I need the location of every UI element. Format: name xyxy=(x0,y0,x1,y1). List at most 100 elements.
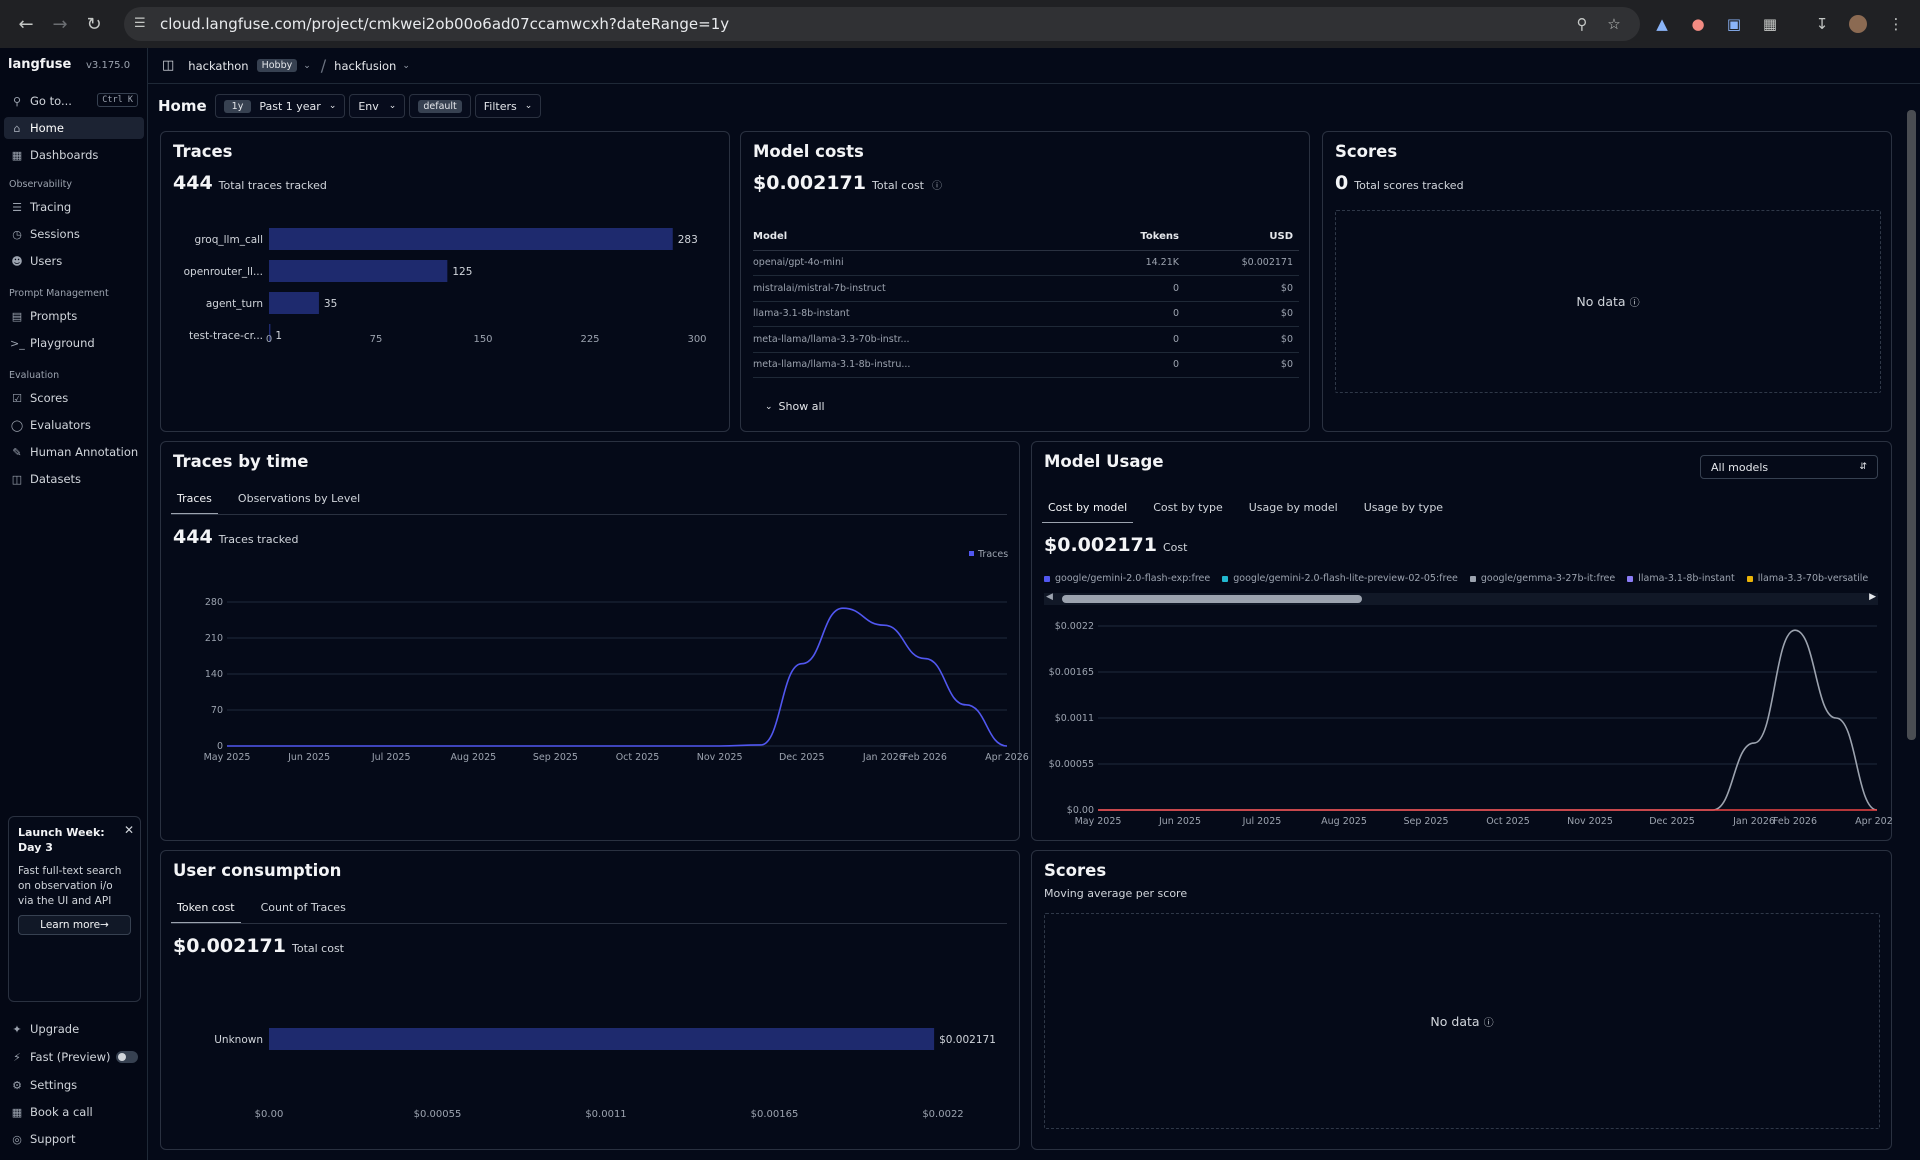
y-tick-label: $0.00165 xyxy=(1049,667,1094,678)
sidebar-item-datasets[interactable]: ◫ Datasets xyxy=(4,468,144,490)
model-select[interactable]: All models ⇵ xyxy=(1700,455,1878,479)
x-tick-label: Apr 2026 xyxy=(985,752,1029,763)
page-scrollbar[interactable] xyxy=(1907,110,1916,740)
extension-icon-1[interactable]: ▲ xyxy=(1656,15,1668,33)
scroll-left-icon[interactable]: ◀ xyxy=(1046,592,1053,602)
column-header-usd[interactable]: USD xyxy=(1179,224,1299,251)
sidebar-item-prompts[interactable]: ▤ Prompts xyxy=(4,305,144,327)
org-breadcrumb[interactable]: hackathon xyxy=(188,58,249,73)
sidebar-item-human-annotation[interactable]: ✎ Human Annotation xyxy=(4,441,144,463)
project-breadcrumb[interactable]: hackfusion xyxy=(334,58,397,73)
chrome-menu-icon[interactable]: ⋮ xyxy=(1888,15,1904,33)
zoom-icon[interactable]: ⚲ xyxy=(1576,15,1588,33)
reload-icon[interactable]: ↻ xyxy=(86,13,102,35)
x-tick-label: $0.00055 xyxy=(414,1109,462,1120)
scroll-thumb[interactable] xyxy=(1062,595,1362,603)
chevron-down-icon[interactable]: ⌄ xyxy=(402,60,410,71)
list-tree-icon: ☰ xyxy=(12,200,22,214)
column-header-model[interactable]: Model xyxy=(753,224,1059,251)
back-icon[interactable]: ← xyxy=(18,13,34,35)
bar-value: 283 xyxy=(678,234,698,246)
model-cell: openai/gpt-4o-mini xyxy=(753,250,1059,276)
sidebar-item-home[interactable]: ⌂ Home xyxy=(4,117,144,139)
legend-swatch xyxy=(969,551,974,556)
extensions-puzzle-icon[interactable]: ▦ xyxy=(1762,15,1778,33)
legend-scrollbar[interactable]: ◀ ▶ xyxy=(1044,592,1878,605)
table-row[interactable]: llama-3.1-8b-instant 0 $0 xyxy=(753,301,1299,327)
legend-item[interactable]: llama-3.3-70b-versatile xyxy=(1746,573,1868,584)
legend-item[interactable]: llama-3.1-8b-instant xyxy=(1627,573,1735,584)
section-evaluation: Evaluation xyxy=(9,370,60,381)
x-tick-label: Sep 2025 xyxy=(1403,816,1448,827)
fast-preview-toggle[interactable] xyxy=(116,1051,138,1063)
legend-item[interactable]: google/gemini-2.0-flash-exp:free xyxy=(1044,573,1210,584)
sidebar-toggle-icon[interactable]: ◫ xyxy=(162,58,175,73)
chevron-down-icon[interactable]: ⌄ xyxy=(303,60,311,71)
sidebar-item-playground[interactable]: >_ Playground xyxy=(4,332,144,354)
y-tick-label: 140 xyxy=(205,669,223,680)
sidebar-item-dashboards[interactable]: ▦ Dashboards xyxy=(4,144,144,166)
user-consumption-bar-chart: Unknown $0.002171 $0.00 $0.00055 $0.0011 $0.0… xyxy=(214,1028,996,1120)
model-costs-card: Model costs $0.002171 Total cost ⓘ Model… xyxy=(740,131,1310,432)
learn-more-button[interactable]: Learn more→ xyxy=(18,915,131,935)
tab-cost-by-model[interactable]: Cost by model xyxy=(1042,501,1134,523)
tab-observations-by-level[interactable]: Observations by Level xyxy=(237,492,361,505)
consumption-cost-label: Total cost xyxy=(291,942,344,955)
table-row[interactable]: meta-llama/llama-3.3-70b-instr... 0 $0 xyxy=(753,326,1299,353)
goto-label: Go to... xyxy=(30,94,72,108)
tab-cost-by-type[interactable]: Cost by type xyxy=(1153,501,1223,514)
model-cell: meta-llama/llama-3.1-8b-instru... xyxy=(753,352,1059,378)
info-icon[interactable]: ⓘ xyxy=(1629,298,1640,309)
site-info-icon[interactable]: ☰ xyxy=(134,16,146,31)
goto-search[interactable]: ⚲ Go to... Ctrl K xyxy=(4,90,144,112)
sidebar-item-upgrade[interactable]: ✦ Upgrade xyxy=(4,1018,144,1040)
date-range-select[interactable]: 1y Past 1 year ⌄ xyxy=(214,94,346,118)
sidebar-item-book-call[interactable]: ▦ Book a call xyxy=(4,1101,144,1123)
sidebar-item-fast-preview[interactable]: ⚡ Fast (Preview) xyxy=(4,1046,144,1068)
profile-avatar-icon[interactable] xyxy=(1848,14,1868,34)
info-icon[interactable]: ⓘ xyxy=(1483,1017,1494,1029)
tab-usage-by-model[interactable]: Usage by model xyxy=(1248,501,1338,514)
table-row[interactable]: meta-llama/llama-3.1-8b-instru... 0 $0 xyxy=(753,352,1299,378)
address-bar[interactable]: ☰ cloud.langfuse.com/project/cmkwei2ob00… xyxy=(124,7,1640,41)
translate-icon[interactable]: ▣ xyxy=(1726,15,1742,33)
forward-icon[interactable]: → xyxy=(52,13,68,35)
x-tick-label: Jan 2026 xyxy=(862,752,905,763)
tab-traces[interactable]: Traces xyxy=(171,492,218,514)
legend-item[interactable]: google/gemini-2.0-flash-lite-preview-02-… xyxy=(1222,573,1458,584)
info-icon[interactable]: ⓘ xyxy=(932,181,942,192)
x-tick-label: 0 xyxy=(266,334,272,342)
sidebar-item-settings[interactable]: ⚙ Settings xyxy=(4,1074,144,1096)
database-icon: ◫ xyxy=(11,472,23,486)
legend-item[interactable]: google/gemma-3-27b-it:free xyxy=(1469,573,1615,584)
langfuse-logo[interactable]: langfuse xyxy=(8,57,72,72)
env-default-chip[interactable]: default xyxy=(409,94,471,118)
column-header-tokens[interactable]: Tokens xyxy=(1059,224,1179,251)
bookmark-star-icon[interactable]: ☆ xyxy=(1607,15,1621,33)
tab-count-of-traces[interactable]: Count of Traces xyxy=(260,901,346,914)
table-row[interactable]: mistralai/mistral-7b-instruct 0 $0 xyxy=(753,275,1299,302)
sidebar-item-support[interactable]: ◎ Support xyxy=(4,1128,144,1150)
no-data-box: No data ⓘ xyxy=(1335,210,1881,393)
filters-button[interactable]: Filters ⌄ xyxy=(474,94,542,118)
fast-preview-label: Fast (Preview) xyxy=(30,1050,111,1064)
sidebar-item-evaluators[interactable]: ◯ Evaluators xyxy=(4,414,144,436)
download-icon[interactable]: ↧ xyxy=(1815,15,1829,33)
sidebar-item-users[interactable]: ☻ Users xyxy=(4,250,144,272)
scroll-right-icon[interactable]: ▶ xyxy=(1869,592,1876,602)
table-row[interactable]: openai/gpt-4o-mini 14.21K $0.002171 xyxy=(753,250,1299,276)
users-label: Users xyxy=(30,254,63,268)
no-data-label: No data xyxy=(1430,1013,1480,1029)
sidebar-item-tracing[interactable]: ☰ Tracing xyxy=(4,196,144,218)
extension-icon-2[interactable]: ● xyxy=(1691,15,1705,33)
close-icon[interactable]: ✕ xyxy=(123,823,134,837)
sidebar-item-scores[interactable]: ☑ Scores xyxy=(4,387,144,409)
tab-usage-by-type[interactable]: Usage by type xyxy=(1363,501,1444,514)
series-line xyxy=(227,607,1008,747)
sidebar-item-sessions[interactable]: ◷ Sessions xyxy=(4,223,144,245)
x-tick-label: Aug 2025 xyxy=(1321,816,1367,827)
y-tick-label: $0.00 xyxy=(1067,805,1094,816)
tab-token-cost[interactable]: Token cost xyxy=(171,901,241,923)
show-all-button[interactable]: ⌄ Show all xyxy=(765,400,825,413)
env-filter[interactable]: Env ⌄ xyxy=(349,94,406,118)
